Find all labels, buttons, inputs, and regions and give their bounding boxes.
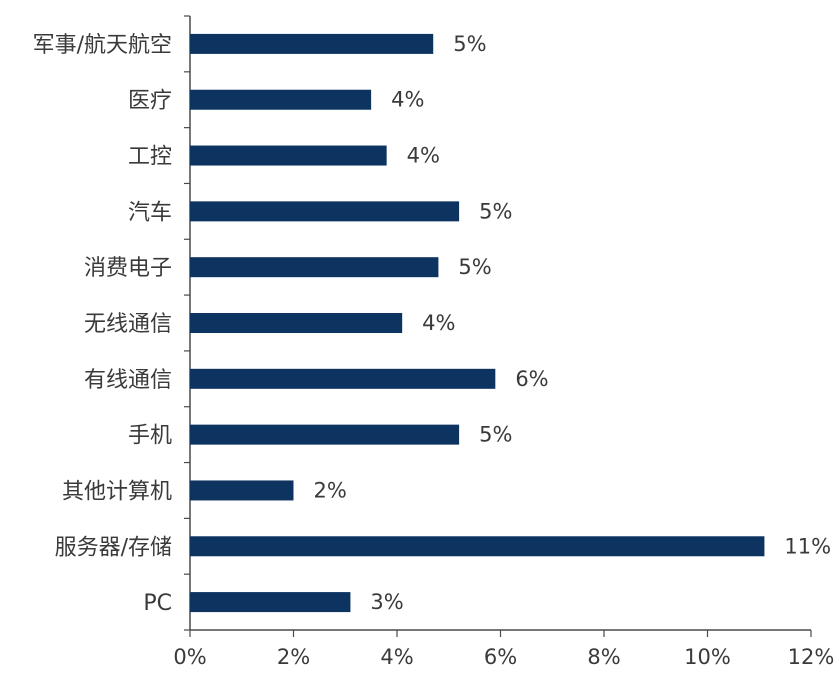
data-label: 3% [370, 590, 403, 614]
category-label: 消费电子 [84, 256, 172, 281]
chart-bars [190, 33, 765, 613]
x-tick-label: 0% [173, 645, 206, 669]
data-label: 5% [453, 32, 486, 56]
category-label: PC [143, 591, 172, 616]
bar [190, 201, 460, 222]
x-tick-label: 12% [788, 645, 835, 669]
bar [190, 33, 434, 54]
data-label: 4% [407, 144, 440, 168]
bar [190, 592, 351, 613]
data-label: 5% [458, 255, 491, 279]
data-label: 5% [479, 199, 512, 223]
category-label: 军事/航天航空 [33, 33, 172, 58]
category-label: 医疗 [128, 89, 172, 114]
category-label: 手机 [128, 424, 172, 449]
data-label: 5% [479, 423, 512, 447]
category-label: 工控 [128, 145, 172, 170]
x-tick-label: 6% [484, 645, 517, 669]
chart-labels: 军事/航天航空 5% 医疗 4% 工控 4% 汽车 5% 消费电子 5% 无线通信 4% 有线通信 6% 手… [33, 32, 832, 616]
bar [190, 257, 439, 278]
x-tick-label: 10% [684, 645, 731, 669]
bar [190, 89, 372, 110]
x-tick-label: 8% [587, 645, 620, 669]
chart-axes: 0% 2% 4% 6% 8% 10% 12% [173, 15, 835, 669]
category-label: 其他计算机 [62, 479, 172, 504]
data-label: 4% [391, 88, 424, 112]
bar [190, 145, 387, 166]
category-label: 无线通信 [84, 312, 172, 337]
category-label: 有线通信 [84, 368, 172, 393]
data-label: 6% [515, 367, 548, 391]
bar [190, 424, 460, 445]
bar [190, 480, 294, 501]
bar [190, 536, 765, 557]
data-label: 4% [422, 311, 455, 335]
x-tick-label: 4% [380, 645, 413, 669]
data-label: 2% [314, 478, 347, 502]
bar [190, 368, 496, 389]
bar [190, 313, 403, 333]
x-tick-label: 2% [277, 645, 310, 669]
category-label: 服务器/存储 [55, 535, 172, 560]
data-label: 11% [784, 534, 831, 558]
category-label: 汽车 [128, 200, 172, 225]
